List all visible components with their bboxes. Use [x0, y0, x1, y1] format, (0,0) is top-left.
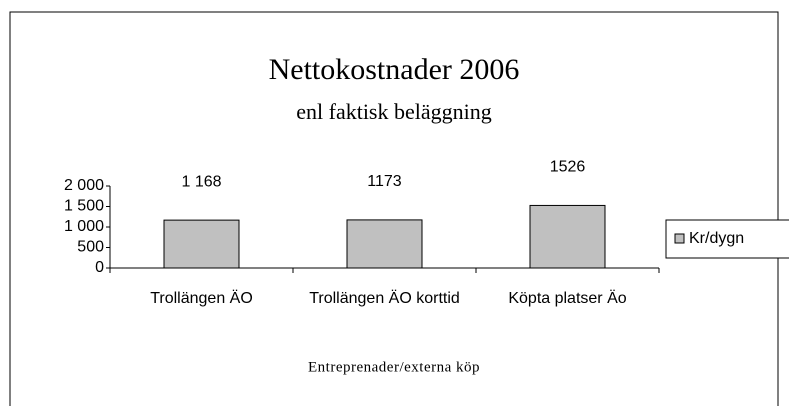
bar	[163, 219, 240, 269]
legend-label: Kr/dygn	[689, 230, 744, 247]
chart-border	[9, 11, 779, 406]
data-label: 1526	[550, 159, 586, 176]
y-tick-label: 0	[95, 259, 104, 276]
data-label: 1173	[367, 173, 402, 190]
y-tick-label: 500	[77, 239, 104, 256]
data-label: 1 168	[181, 173, 221, 190]
x-tick-label: Trollängen ÄO korttid	[309, 290, 460, 307]
y-tick-label: 1 500	[64, 198, 104, 215]
x-axis-label: Entreprenader/externa köp	[308, 359, 480, 375]
chart-subtitle: enl faktisk beläggning	[296, 99, 492, 124]
bar	[529, 204, 606, 269]
chart-title: Nettokostnader 2006	[269, 53, 520, 86]
legend-swatch	[674, 233, 685, 244]
legend-box	[665, 219, 789, 259]
x-tick-label: Trollängen ÄO	[150, 290, 253, 307]
bar	[346, 219, 423, 269]
y-tick-label: 1 000	[64, 218, 104, 235]
x-tick-label: Köpta platser Äo	[508, 290, 627, 307]
y-tick-label: 2 000	[64, 177, 104, 194]
